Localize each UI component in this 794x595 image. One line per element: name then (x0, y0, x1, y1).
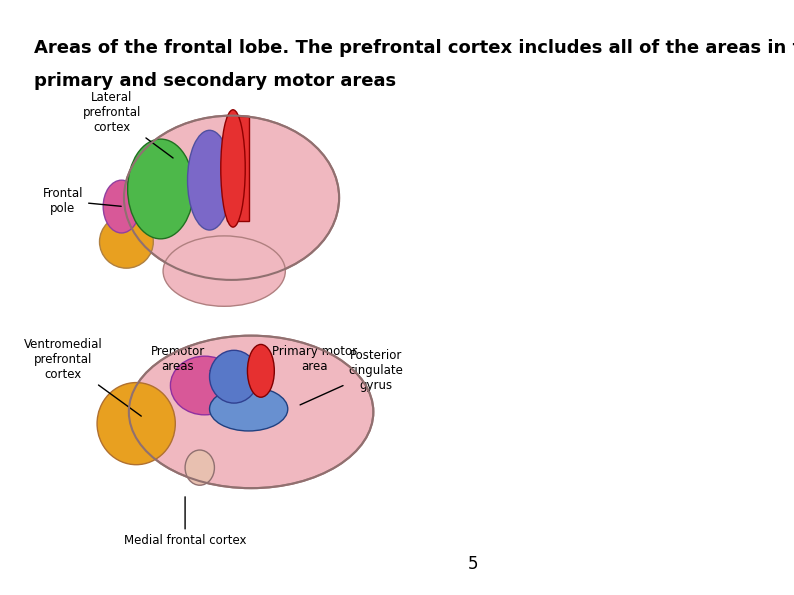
Ellipse shape (187, 130, 232, 230)
Ellipse shape (129, 336, 373, 488)
Text: Ventromedial
prefrontal
cortex: Ventromedial prefrontal cortex (24, 337, 141, 416)
Ellipse shape (171, 356, 239, 415)
Bar (226, 115, 249, 221)
Text: Posterior
cingulate
gyrus: Posterior cingulate gyrus (300, 349, 403, 405)
Ellipse shape (221, 109, 245, 227)
Ellipse shape (99, 215, 153, 268)
Ellipse shape (248, 345, 274, 397)
Text: 5: 5 (468, 555, 479, 573)
Text: Premotor
areas: Premotor areas (151, 345, 224, 376)
Text: Medial frontal cortex: Medial frontal cortex (124, 497, 246, 547)
Text: Primary motor
area: Primary motor area (261, 345, 357, 373)
Text: Areas of the frontal lobe. The prefrontal cortex includes all of the areas in fr: Areas of the frontal lobe. The prefronta… (33, 39, 794, 57)
Ellipse shape (163, 236, 285, 306)
Ellipse shape (185, 450, 214, 486)
Ellipse shape (210, 350, 258, 403)
Text: primary and secondary motor areas: primary and secondary motor areas (33, 71, 395, 90)
Ellipse shape (210, 387, 287, 431)
Ellipse shape (124, 115, 339, 280)
Ellipse shape (103, 180, 140, 233)
Ellipse shape (97, 383, 175, 465)
Ellipse shape (128, 139, 194, 239)
Text: Lateral
prefrontal
cortex: Lateral prefrontal cortex (83, 91, 173, 158)
Text: Frontal
pole: Frontal pole (43, 187, 121, 215)
